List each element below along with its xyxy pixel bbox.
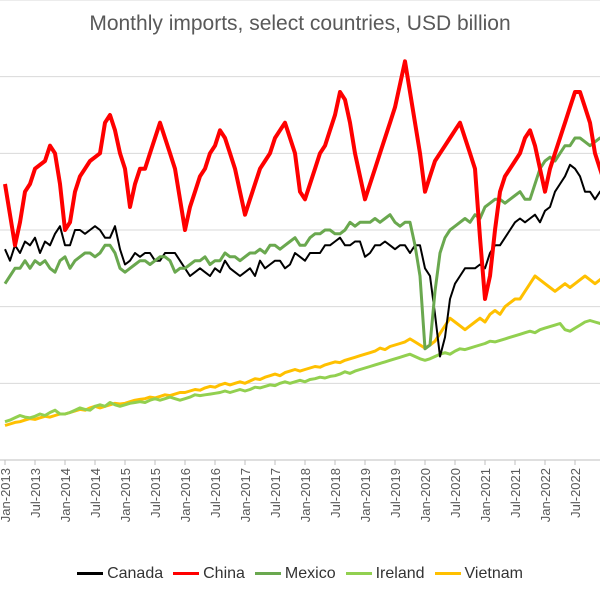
series-line-vietnam bbox=[4, 274, 600, 427]
legend-item-canada: Canada bbox=[77, 565, 163, 583]
series-line-ireland bbox=[4, 319, 600, 424]
legend-swatch bbox=[77, 572, 104, 576]
legend-label: China bbox=[203, 565, 245, 582]
legend-item-mexico: Mexico bbox=[254, 565, 336, 583]
x-tick-label: Jan-2022 bbox=[538, 468, 553, 522]
legend-label: Mexico bbox=[284, 565, 336, 582]
x-tick-label: Jan-2015 bbox=[118, 468, 133, 522]
x-tick-label: Jul-2015 bbox=[148, 468, 163, 518]
series-lines bbox=[3, 59, 600, 427]
gridlines bbox=[0, 0, 600, 461]
legend-swatch bbox=[434, 572, 461, 576]
legend-label: Ireland bbox=[375, 565, 425, 582]
legend-label: Vietnam bbox=[464, 565, 523, 582]
x-tick-label: Jul-2013 bbox=[28, 468, 43, 518]
x-tick-label: Jan-2014 bbox=[58, 468, 73, 522]
x-tick-label: Jan-2019 bbox=[358, 468, 373, 522]
chart-title: Monthly imports, select countries, USD b… bbox=[89, 12, 511, 35]
x-tick-label: Jul-2020 bbox=[448, 468, 463, 518]
legend-swatch bbox=[254, 572, 281, 576]
x-tick-label: Jan-2016 bbox=[178, 468, 193, 522]
x-axis-ticks: Jan-2013 Jul-2013 Jan-2014 Jul-2014 Jan-2015… bbox=[0, 460, 600, 522]
series-line-canada bbox=[4, 163, 600, 358]
x-tick-label: Jan-2023 bbox=[598, 468, 600, 522]
legend-item-ireland: Ireland bbox=[345, 565, 425, 583]
legend-item-vietnam: Vietnam bbox=[434, 565, 523, 583]
legend-label: Canada bbox=[107, 565, 164, 582]
legend-swatch bbox=[173, 572, 200, 576]
legend-swatch bbox=[345, 572, 372, 576]
series-line-mexico bbox=[3, 136, 600, 351]
x-tick-label: Jul-2021 bbox=[508, 468, 523, 518]
x-tick-label: Jan-2020 bbox=[418, 468, 433, 522]
x-tick-label: Jul-2017 bbox=[268, 468, 283, 518]
x-tick-label: Jul-2019 bbox=[388, 468, 403, 518]
x-tick-label: Jul-2014 bbox=[88, 468, 103, 518]
x-tick-label: Jan-2018 bbox=[298, 468, 313, 522]
x-tick-label: Jul-2018 bbox=[328, 468, 343, 518]
legend-item-china: China bbox=[173, 565, 245, 583]
x-tick-label: Jan-2017 bbox=[238, 468, 253, 522]
x-tick-label: Jul-2022 bbox=[568, 468, 583, 518]
x-tick-label: Jan-2021 bbox=[478, 468, 493, 522]
series-line-china bbox=[3, 59, 600, 301]
legend: Canada China Mexico Ireland Vietnam bbox=[0, 565, 600, 583]
x-tick-label: Jul-2016 bbox=[208, 468, 223, 518]
x-tick-label: Jan-2013 bbox=[0, 468, 13, 522]
